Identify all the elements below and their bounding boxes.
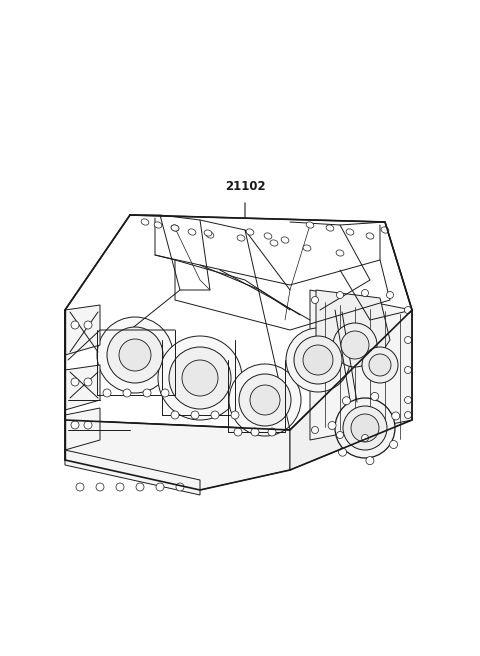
Ellipse shape bbox=[211, 411, 219, 419]
Ellipse shape bbox=[154, 222, 162, 228]
Ellipse shape bbox=[312, 426, 319, 434]
Ellipse shape bbox=[342, 397, 350, 405]
Ellipse shape bbox=[234, 428, 242, 436]
Ellipse shape bbox=[405, 396, 411, 403]
Text: 21102: 21102 bbox=[225, 180, 265, 193]
Ellipse shape bbox=[286, 328, 350, 392]
Ellipse shape bbox=[366, 457, 374, 464]
Polygon shape bbox=[65, 305, 100, 355]
Ellipse shape bbox=[303, 345, 333, 375]
Ellipse shape bbox=[71, 421, 79, 429]
Ellipse shape bbox=[182, 360, 218, 396]
Ellipse shape bbox=[251, 428, 259, 436]
Ellipse shape bbox=[336, 250, 344, 256]
Ellipse shape bbox=[116, 483, 124, 491]
Polygon shape bbox=[310, 290, 412, 440]
Polygon shape bbox=[316, 290, 390, 355]
Ellipse shape bbox=[141, 219, 149, 225]
Ellipse shape bbox=[107, 327, 163, 383]
Ellipse shape bbox=[351, 414, 379, 442]
Polygon shape bbox=[290, 310, 412, 470]
Ellipse shape bbox=[171, 225, 179, 231]
Ellipse shape bbox=[158, 336, 242, 420]
Ellipse shape bbox=[361, 434, 369, 441]
Ellipse shape bbox=[123, 389, 131, 397]
Ellipse shape bbox=[405, 411, 411, 419]
Polygon shape bbox=[65, 450, 200, 495]
Ellipse shape bbox=[392, 412, 400, 420]
Ellipse shape bbox=[246, 229, 254, 235]
Ellipse shape bbox=[268, 428, 276, 436]
Ellipse shape bbox=[84, 321, 92, 329]
Ellipse shape bbox=[333, 323, 377, 367]
Ellipse shape bbox=[171, 225, 179, 231]
Ellipse shape bbox=[156, 483, 164, 491]
Ellipse shape bbox=[84, 378, 92, 386]
Ellipse shape bbox=[306, 222, 314, 228]
Ellipse shape bbox=[361, 289, 369, 297]
Ellipse shape bbox=[381, 227, 389, 233]
Polygon shape bbox=[65, 365, 100, 410]
Ellipse shape bbox=[96, 483, 104, 491]
Ellipse shape bbox=[390, 440, 397, 449]
Ellipse shape bbox=[336, 432, 344, 438]
Ellipse shape bbox=[369, 354, 391, 376]
Ellipse shape bbox=[84, 421, 92, 429]
Ellipse shape bbox=[371, 392, 379, 400]
Ellipse shape bbox=[343, 406, 387, 450]
Ellipse shape bbox=[143, 389, 151, 397]
Ellipse shape bbox=[341, 331, 369, 359]
Ellipse shape bbox=[405, 367, 411, 373]
Ellipse shape bbox=[335, 398, 395, 458]
Ellipse shape bbox=[204, 230, 212, 236]
Ellipse shape bbox=[303, 245, 311, 251]
Ellipse shape bbox=[237, 235, 245, 241]
Ellipse shape bbox=[231, 411, 239, 419]
Ellipse shape bbox=[346, 229, 354, 235]
Ellipse shape bbox=[188, 229, 196, 235]
Ellipse shape bbox=[71, 378, 79, 386]
Ellipse shape bbox=[97, 317, 173, 393]
Ellipse shape bbox=[171, 411, 179, 419]
Ellipse shape bbox=[312, 297, 319, 304]
Polygon shape bbox=[65, 215, 412, 430]
Ellipse shape bbox=[270, 240, 278, 246]
Ellipse shape bbox=[71, 321, 79, 329]
Ellipse shape bbox=[338, 448, 347, 456]
Ellipse shape bbox=[386, 291, 394, 298]
Ellipse shape bbox=[362, 347, 398, 383]
Ellipse shape bbox=[206, 232, 214, 238]
Ellipse shape bbox=[405, 306, 411, 314]
Ellipse shape bbox=[405, 337, 411, 344]
Ellipse shape bbox=[239, 374, 291, 426]
Ellipse shape bbox=[328, 422, 336, 430]
Ellipse shape bbox=[229, 364, 301, 436]
Ellipse shape bbox=[76, 483, 84, 491]
Ellipse shape bbox=[336, 291, 344, 298]
Ellipse shape bbox=[250, 385, 280, 415]
Ellipse shape bbox=[294, 336, 342, 384]
Ellipse shape bbox=[281, 237, 289, 243]
Ellipse shape bbox=[176, 483, 184, 491]
Ellipse shape bbox=[136, 483, 144, 491]
Polygon shape bbox=[65, 408, 100, 450]
Ellipse shape bbox=[103, 389, 111, 397]
Ellipse shape bbox=[264, 233, 272, 239]
Ellipse shape bbox=[169, 347, 231, 409]
Ellipse shape bbox=[191, 411, 199, 419]
Ellipse shape bbox=[366, 233, 374, 239]
Ellipse shape bbox=[161, 389, 169, 397]
Polygon shape bbox=[65, 310, 290, 490]
Ellipse shape bbox=[326, 225, 334, 231]
Ellipse shape bbox=[119, 339, 151, 371]
